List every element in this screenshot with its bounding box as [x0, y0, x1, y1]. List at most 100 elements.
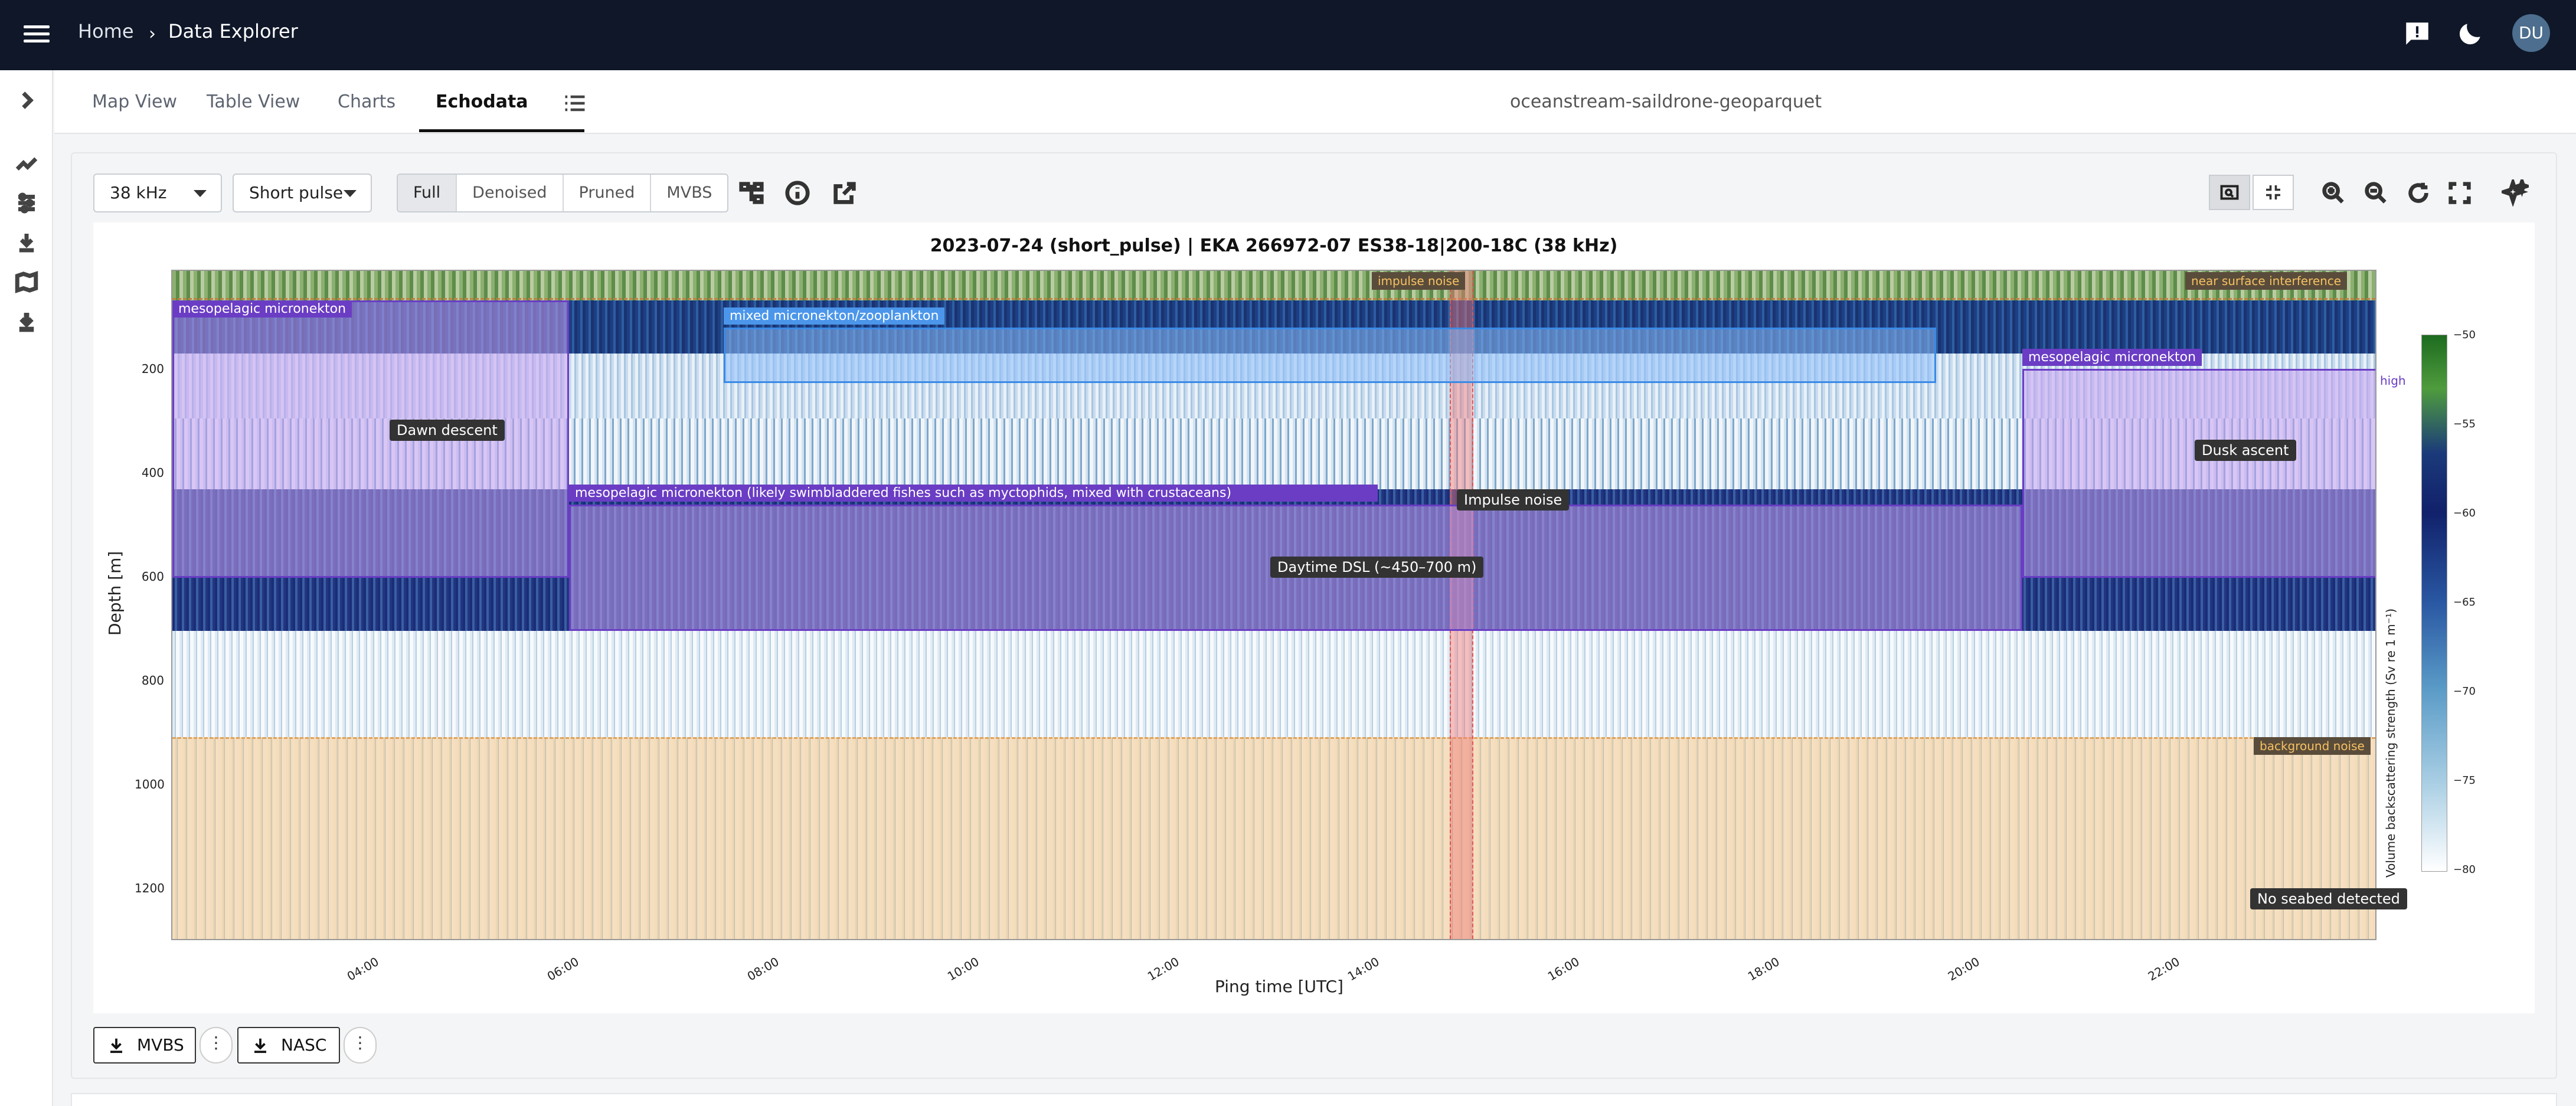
zoom-in-icon[interactable] [2320, 179, 2347, 207]
bottom-panel [71, 1093, 2557, 1106]
info-icon[interactable] [784, 179, 811, 207]
fullscreen-icon[interactable] [2446, 179, 2473, 207]
frequency-value: 38 kHz [110, 183, 167, 202]
x-tick-label: 16:00 [1545, 954, 1582, 984]
download-icon[interactable] [14, 230, 39, 254]
region-label: mesopelagic micronekton [172, 300, 352, 318]
region-label: mesopelagic micronekton [2022, 349, 2202, 366]
label-near-surface: near surface interference [2185, 272, 2348, 290]
download-mvbs-button[interactable]: MVBS [93, 1027, 196, 1064]
download-icon [254, 1038, 266, 1053]
collapse-icon [2266, 185, 2280, 199]
high-label: high [2380, 374, 2406, 388]
annotation-dusk-ascent: Dusk ascent [2195, 440, 2296, 461]
region-mixed-micronekton[interactable] [724, 328, 1936, 383]
deep-water-band [172, 631, 2375, 737]
tab-table-view[interactable]: Table View [207, 91, 300, 112]
annotation-daytime-dsl: Daytime DSL (~450–700 m) [1270, 557, 1484, 578]
pulse-value: Short pulse [249, 183, 344, 202]
x-tick-label: 08:00 [744, 954, 782, 984]
background-noise-region [172, 737, 2375, 939]
box-zoom-button[interactable] [2209, 175, 2250, 210]
colorbar-tick-label: −75 [2453, 774, 2476, 787]
box-zoom-icon [2220, 185, 2239, 200]
sidebar [0, 70, 53, 1106]
colorbar-tick-label: −50 [2453, 329, 2476, 341]
sparkle-icon[interactable] [2502, 179, 2529, 207]
chart-title: 2023-07-24 (short_pulse) | EKA 266972-07… [930, 235, 1618, 256]
x-tick-label: 06:00 [544, 954, 581, 984]
label-background-noise: background noise [2254, 737, 2371, 755]
y-tick-label: 400 [141, 466, 164, 480]
mode-pruned[interactable]: Pruned [564, 175, 652, 211]
sliders-icon[interactable] [14, 191, 39, 215]
tab-map-view[interactable]: Map View [92, 91, 178, 112]
frequency-select[interactable]: 38 kHz [93, 174, 222, 212]
annotation-no-seabed: No seabed detected [2250, 888, 2407, 909]
menu-icon[interactable] [24, 21, 50, 47]
colorbar-label: Volume backscattering strength (Sv re 1 … [2384, 608, 2398, 878]
echogram-plot: 2023-07-24 (short_pulse) | EKA 266972-07… [93, 222, 2535, 1013]
tab-charts[interactable]: Charts [338, 91, 396, 112]
y-tick-label: 600 [141, 570, 164, 584]
processing-mode-toggle: Full Denoised Pruned MVBS [397, 174, 729, 212]
chevron-down-icon [194, 190, 207, 197]
near-surface-boundary [172, 298, 2375, 300]
y-tick-label: 800 [141, 673, 164, 688]
open-external-icon[interactable] [831, 179, 858, 207]
nasc-more-button[interactable]: ⋮ [344, 1027, 377, 1064]
breadcrumb-home[interactable]: Home [78, 20, 134, 42]
mode-mvbs[interactable]: MVBS [666, 184, 712, 202]
download-nasc-button[interactable]: NASC [237, 1027, 340, 1064]
tab-echodata[interactable]: Echodata [436, 91, 528, 112]
download-mvbs-label: MVBS [137, 1035, 184, 1055]
y-tick-label: 1000 [135, 777, 165, 791]
reset-axes-button[interactable] [2253, 175, 2294, 210]
mode-denoised[interactable]: Denoised [457, 175, 564, 211]
hierarchy-icon[interactable] [738, 179, 765, 207]
mode-full[interactable]: Full [398, 175, 457, 211]
avatar[interactable]: DU [2512, 14, 2550, 52]
dark-mode-icon[interactable] [2456, 19, 2485, 48]
download-icon [110, 1038, 122, 1053]
region-mesopelagic-dusk[interactable] [2022, 369, 2375, 578]
colorbar-tick-label: −70 [2453, 685, 2476, 698]
echogram-panel: 38 kHz Short pulse Full Denoised Pruned … [71, 152, 2557, 1079]
annotation-impulse-noise: Impulse noise [1457, 489, 1570, 511]
x-tick-label: 12:00 [1145, 954, 1182, 984]
annotation-dawn-descent: Dawn descent [390, 420, 505, 441]
active-tab-indicator [419, 129, 584, 132]
list-icon[interactable] [562, 90, 588, 116]
colorbar-tick-label: −80 [2453, 863, 2476, 876]
export-download-icon[interactable] [14, 309, 39, 333]
colorbar [2421, 335, 2447, 872]
view-tabs: Map View Table View Charts Echodata ocea… [54, 70, 2576, 134]
x-tick-label: 04:00 [344, 954, 381, 984]
map-icon[interactable] [14, 270, 39, 295]
chevron-right-icon: › [149, 24, 156, 44]
y-axis-label: Depth [m] [105, 551, 125, 636]
background-noise-band [172, 737, 2375, 939]
download-nasc-label: NASC [281, 1035, 327, 1055]
chart-line-icon[interactable] [14, 150, 39, 175]
feedback-icon[interactable] [2402, 19, 2432, 48]
x-axis-label: Ping time [UTC] [1215, 977, 1343, 996]
top-bar: Home › Data Explorer DU [0, 0, 2576, 70]
y-tick-label: 200 [141, 362, 164, 376]
expand-sidebar-icon[interactable] [14, 88, 39, 113]
region-label: mesopelagic micronekton (likely swimblad… [569, 485, 1378, 502]
x-tick-label: 18:00 [1745, 954, 1782, 984]
x-tick-label: 20:00 [1945, 954, 1982, 984]
region-mesopelagic-dawn[interactable] [172, 300, 569, 578]
x-tick-label: 22:00 [2145, 954, 2182, 984]
label-impulse-noise: impulse noise [1372, 272, 1466, 290]
colorbar-tick-label: −55 [2453, 418, 2476, 430]
zoom-out-icon[interactable] [2362, 179, 2389, 207]
pulse-select[interactable]: Short pulse [233, 174, 372, 212]
x-tick-label: 14:00 [1345, 954, 1382, 984]
mvbs-more-button[interactable]: ⋮ [200, 1027, 233, 1064]
dataset-name: oceanstream-saildrone-geoparquet [1510, 91, 1822, 112]
echogram-image[interactable]: mesopelagic micronekton mixed micronekto… [171, 270, 2376, 940]
refresh-icon[interactable] [2405, 179, 2432, 207]
chevron-down-icon [344, 190, 357, 197]
